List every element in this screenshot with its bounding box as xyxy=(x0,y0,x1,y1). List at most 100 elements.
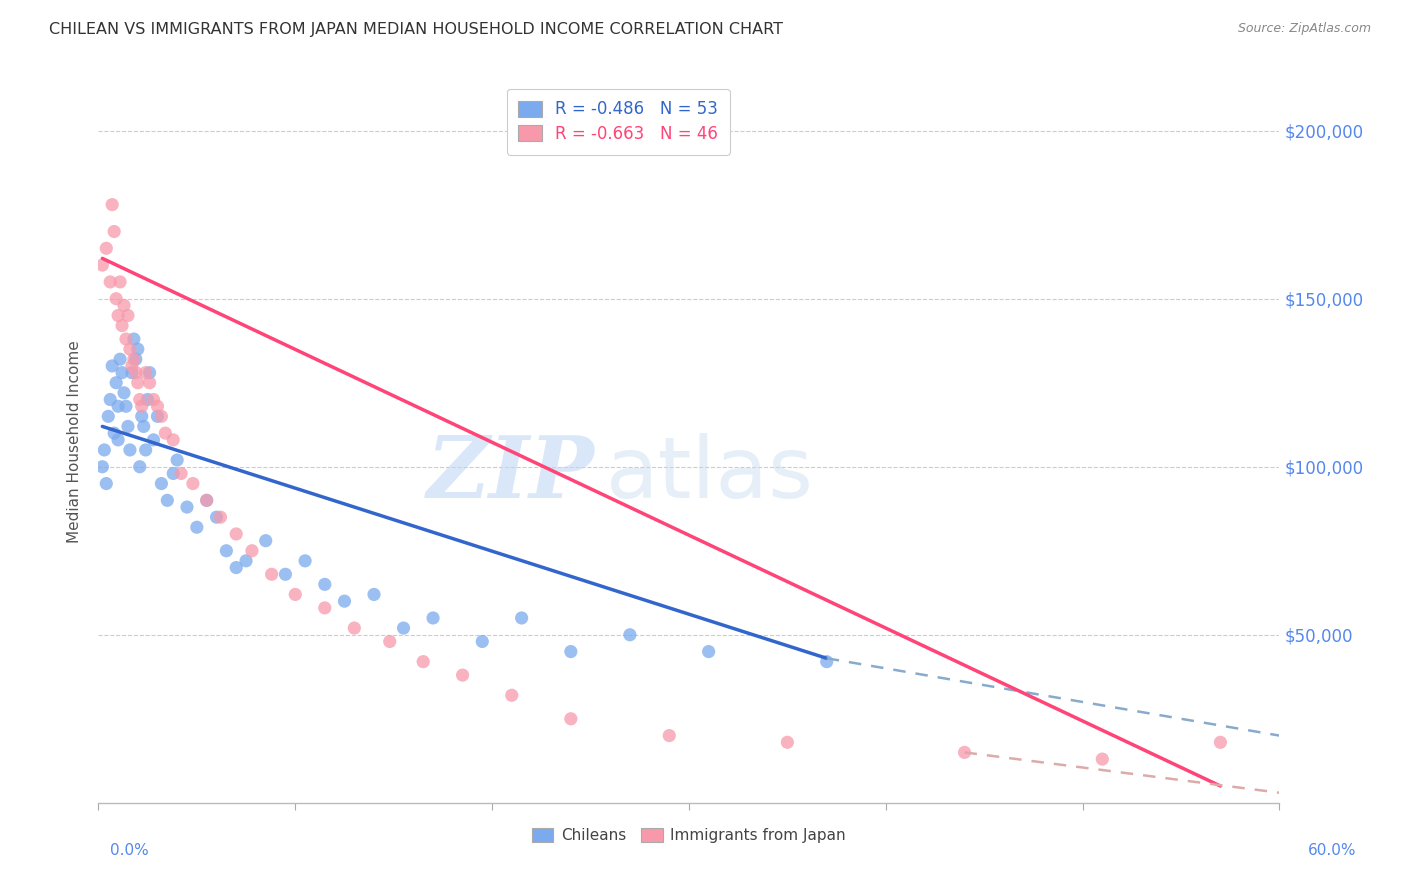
Point xyxy=(111,318,134,333)
Point xyxy=(132,419,155,434)
Point xyxy=(314,600,336,615)
Point xyxy=(314,577,336,591)
Point xyxy=(155,426,177,441)
Point xyxy=(101,359,124,373)
Point xyxy=(121,359,143,373)
Point xyxy=(118,442,141,457)
Point xyxy=(115,332,138,346)
Point xyxy=(142,433,165,447)
Text: ZIP: ZIP xyxy=(426,433,595,516)
Point xyxy=(96,241,118,255)
Point xyxy=(815,655,838,669)
Point xyxy=(274,567,297,582)
Point xyxy=(471,634,494,648)
Point xyxy=(127,376,149,390)
Point xyxy=(98,392,121,407)
Text: atlas: atlas xyxy=(606,433,814,516)
Point xyxy=(127,342,149,356)
Point xyxy=(150,409,173,424)
Point xyxy=(235,554,257,568)
Point xyxy=(451,668,474,682)
Point xyxy=(209,510,232,524)
Point xyxy=(91,258,114,272)
Text: Source: ZipAtlas.com: Source: ZipAtlas.com xyxy=(1237,22,1371,36)
Point xyxy=(560,644,582,658)
Point xyxy=(181,476,204,491)
Point xyxy=(93,442,115,457)
Point xyxy=(225,560,247,574)
Point xyxy=(392,621,415,635)
Point xyxy=(97,409,120,424)
Point xyxy=(142,392,165,407)
Point xyxy=(135,366,157,380)
Point xyxy=(215,543,238,558)
Point xyxy=(225,527,247,541)
Point xyxy=(195,493,218,508)
Point xyxy=(333,594,356,608)
Point xyxy=(186,520,208,534)
Point xyxy=(136,392,159,407)
Point xyxy=(135,442,157,457)
Point xyxy=(101,197,124,211)
Point xyxy=(111,366,134,380)
Point xyxy=(150,476,173,491)
Point xyxy=(105,376,128,390)
Point xyxy=(776,735,799,749)
Point xyxy=(131,409,153,424)
Y-axis label: Median Household Income: Median Household Income xyxy=(67,340,83,543)
Point xyxy=(117,419,139,434)
Text: 60.0%: 60.0% xyxy=(1309,843,1357,858)
Point xyxy=(91,459,114,474)
Point xyxy=(122,352,145,367)
Point xyxy=(96,476,118,491)
Point xyxy=(103,426,125,441)
Point xyxy=(115,399,138,413)
Point xyxy=(205,510,228,524)
Point xyxy=(412,655,434,669)
Point xyxy=(108,352,131,367)
Point xyxy=(98,275,121,289)
Point xyxy=(107,433,129,447)
Point xyxy=(166,453,188,467)
Point xyxy=(501,688,523,702)
Point xyxy=(122,332,145,346)
Point xyxy=(176,500,198,514)
Point xyxy=(112,385,135,400)
Point xyxy=(105,292,128,306)
Point xyxy=(112,298,135,312)
Point xyxy=(107,399,129,413)
Point xyxy=(131,399,153,413)
Point xyxy=(107,309,129,323)
Point xyxy=(125,366,148,380)
Point xyxy=(121,366,143,380)
Point xyxy=(118,342,141,356)
Point xyxy=(697,644,720,658)
Point xyxy=(284,587,307,601)
Point xyxy=(146,399,169,413)
Point xyxy=(138,366,160,380)
Point xyxy=(162,467,184,481)
Point xyxy=(240,543,263,558)
Point xyxy=(128,392,150,407)
Point xyxy=(195,493,218,508)
Point xyxy=(510,611,533,625)
Point xyxy=(125,352,148,367)
Point xyxy=(260,567,283,582)
Point xyxy=(170,467,193,481)
Point xyxy=(108,275,131,289)
Point xyxy=(363,587,385,601)
Point xyxy=(128,459,150,474)
Point xyxy=(619,628,641,642)
Point xyxy=(156,493,179,508)
Legend: Chileans, Immigrants from Japan: Chileans, Immigrants from Japan xyxy=(526,822,852,849)
Point xyxy=(422,611,444,625)
Point xyxy=(103,225,125,239)
Text: 0.0%: 0.0% xyxy=(110,843,149,858)
Point xyxy=(138,376,160,390)
Point xyxy=(117,309,139,323)
Point xyxy=(343,621,366,635)
Point xyxy=(953,745,976,759)
Point xyxy=(294,554,316,568)
Text: CHILEAN VS IMMIGRANTS FROM JAPAN MEDIAN HOUSEHOLD INCOME CORRELATION CHART: CHILEAN VS IMMIGRANTS FROM JAPAN MEDIAN … xyxy=(49,22,783,37)
Point xyxy=(560,712,582,726)
